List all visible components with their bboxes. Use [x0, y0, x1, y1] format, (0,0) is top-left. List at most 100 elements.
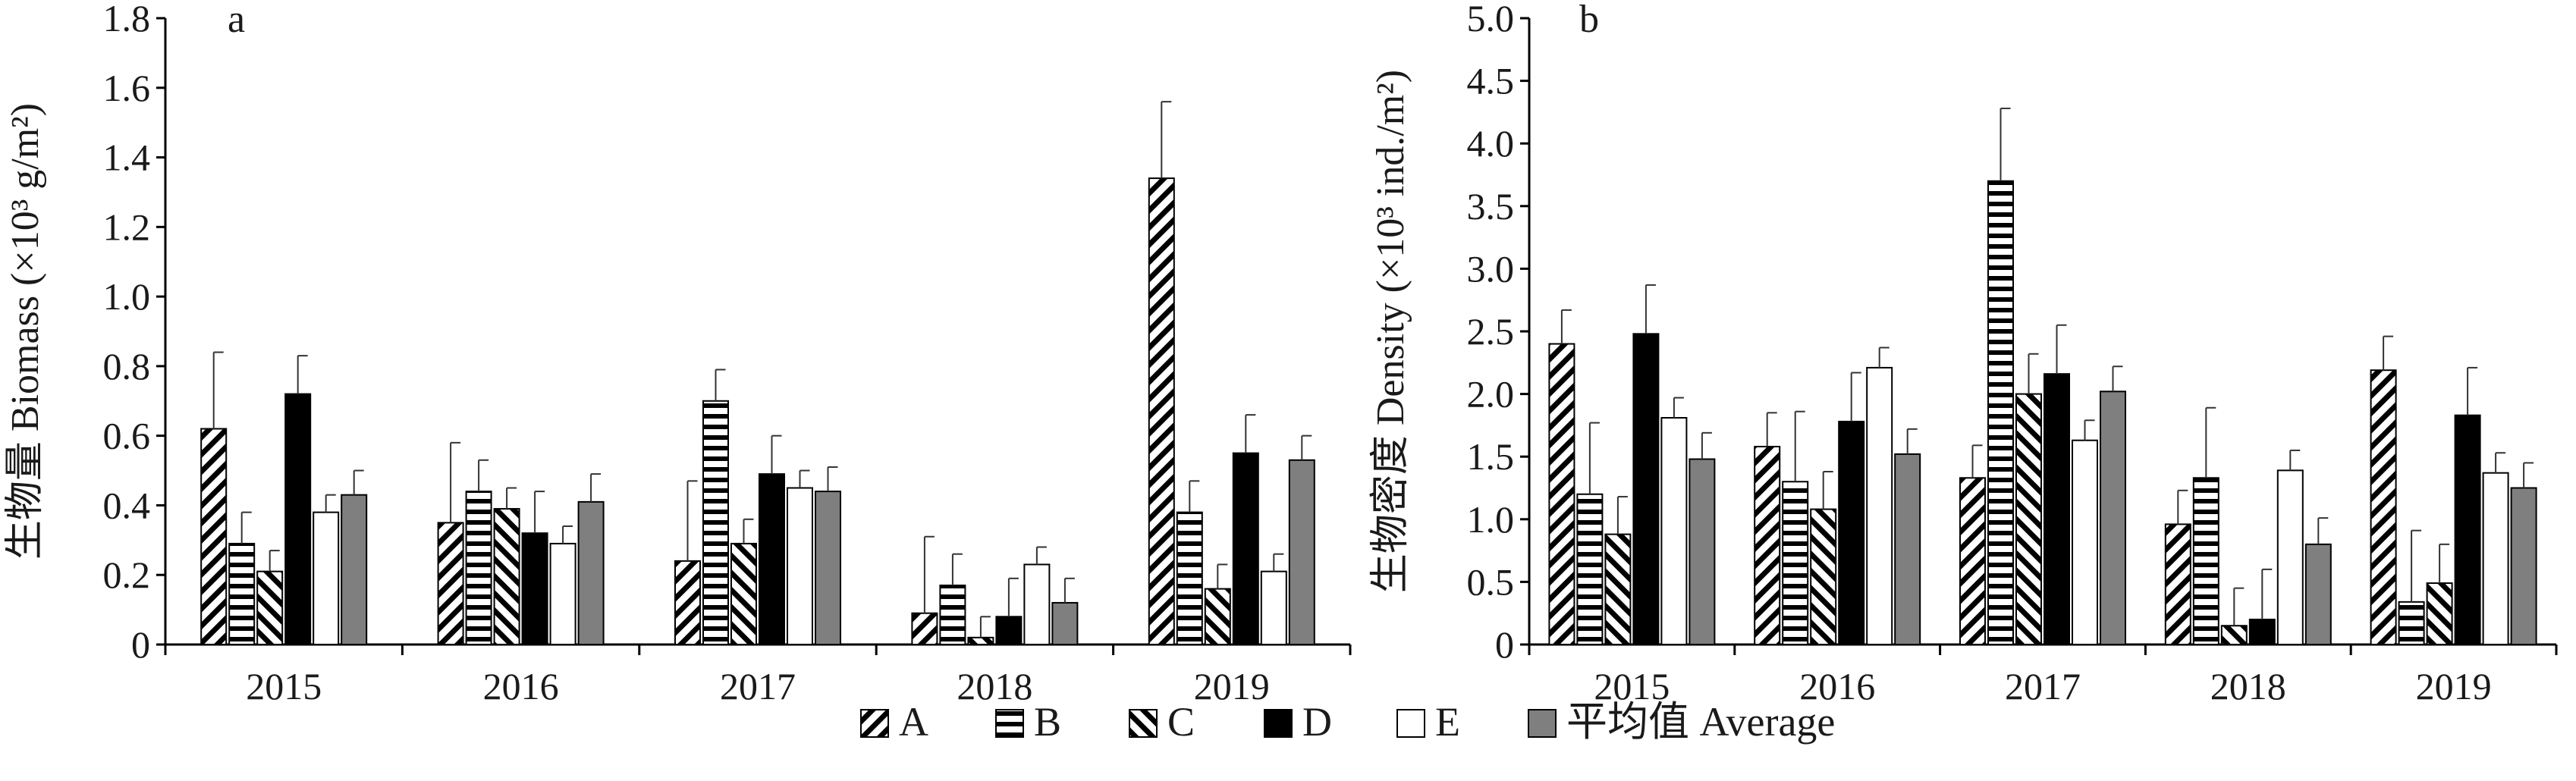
chart-legend: A B C D E 平均值 Average [860, 699, 1835, 745]
y-tick-label: 0.8 [103, 345, 151, 387]
bar-e-2016 [1866, 366, 1893, 645]
bar-d-2018 [995, 616, 1023, 645]
bar-average-2015 [1689, 458, 1716, 646]
y-tick-label: 1.6 [103, 67, 151, 109]
bar-c-2018 [967, 636, 994, 645]
y-tick-label: 1.0 [103, 275, 151, 318]
bar-c-2016 [493, 508, 520, 645]
bar-d-2019 [2454, 414, 2481, 646]
bar-e-2018 [2276, 469, 2304, 646]
y-tick-label: 0.6 [103, 415, 151, 457]
bar-d-2015 [284, 393, 312, 645]
y-tick-label: 1.8 [103, 0, 151, 39]
x-tick-label: 2019 [1194, 665, 1270, 707]
bar-b-2015 [228, 542, 256, 646]
bar-a-2018 [2164, 523, 2191, 646]
y-tick-label: 1.4 [103, 136, 151, 179]
x-tick-label: 2016 [1799, 665, 1875, 707]
legend-label-average: 平均值 Average [1566, 699, 1835, 745]
bar-c-2015 [256, 570, 284, 646]
bar-d-2016 [521, 532, 548, 646]
legend-label-d: D [1302, 699, 1332, 745]
bar-d-2015 [1632, 333, 1660, 645]
bar-b-2019 [1176, 511, 1203, 645]
y-tick-label: 0 [1495, 623, 1514, 666]
legend-swatch-d [1264, 709, 1293, 738]
x-tick-label: 2015 [246, 665, 322, 707]
bar-c-2017 [2015, 393, 2042, 645]
x-tick-label: 2019 [2416, 665, 2492, 707]
panel-label: a [228, 0, 245, 41]
bar-a-2017 [674, 560, 701, 645]
bar-e-2016 [549, 542, 576, 646]
bar-average-2016 [1894, 453, 1921, 645]
legend-swatch-e [1396, 709, 1425, 738]
bar-a-2016 [1754, 445, 1781, 645]
legend-label-c: C [1167, 699, 1195, 745]
bar-a-2019 [2370, 369, 2397, 645]
x-tick-label: 2018 [957, 665, 1032, 707]
panel-label: b [1579, 0, 1599, 41]
bar-c-2015 [1604, 533, 1632, 646]
bar-c-2019 [1204, 588, 1231, 645]
bar-average-2015 [341, 494, 368, 646]
y-tick-label: 2.5 [1467, 310, 1515, 353]
bar-a-2015 [200, 428, 228, 645]
bar-b-2016 [1782, 481, 1809, 645]
bar-b-2018 [2192, 477, 2219, 645]
x-tick-label: 2017 [2005, 665, 2081, 707]
legend-swatch-average [1528, 709, 1557, 738]
bar-e-2018 [1023, 563, 1051, 646]
y-tick-label: 2.0 [1467, 373, 1515, 416]
y-tick-label: 0.5 [1467, 560, 1515, 603]
bar-e-2019 [1260, 570, 1287, 646]
legend-swatch-c [1129, 709, 1158, 738]
bar-average-2018 [1051, 601, 1079, 646]
density-chart-panel: 0 0.5 1.0 1.5 2.0 2.5 3.0 3.5 4.0 4.5 5.0 2015 2016 2… [1369, 0, 2558, 707]
bar-c-2016 [1810, 508, 1837, 645]
y-tick-label: 0 [131, 623, 150, 666]
bar-a-2015 [1548, 343, 1575, 645]
bar-average-2019 [1288, 459, 1315, 645]
y-tick-label: 1.0 [1467, 498, 1515, 541]
bar-average-2018 [2304, 543, 2332, 646]
legend-swatch-b [995, 709, 1024, 738]
x-tick-label: 2018 [2210, 665, 2286, 707]
bar-b-2017 [1987, 180, 2014, 645]
y-tick-label: 4.5 [1467, 60, 1515, 102]
legend-swatch-a [860, 709, 889, 738]
bar-average-2019 [2510, 487, 2537, 645]
x-tick-label: 2016 [483, 665, 559, 707]
bar-b-2016 [465, 491, 492, 645]
bar-b-2017 [702, 400, 729, 645]
bar-a-2019 [1148, 177, 1175, 646]
legend-label-b: B [1034, 699, 1061, 745]
bar-e-2017 [787, 487, 813, 645]
y-tick-label: 0.2 [103, 554, 151, 596]
bar-average-2016 [577, 500, 605, 645]
y-tick-label: 4.0 [1467, 122, 1515, 165]
bar-d-2017 [759, 473, 785, 646]
y-axis-title: 生物量 Biomass (×10³ g/m²) [4, 103, 47, 560]
bar-c-2019 [2426, 582, 2453, 645]
bar-d-2018 [2248, 618, 2276, 646]
y-axis-title: 生物密度 Density (×10³ ind./m²) [1369, 70, 1412, 593]
x-tick-label: 2015 [1594, 665, 1670, 707]
y-tick-label: 3.0 [1467, 247, 1515, 290]
y-tick-label: 0.4 [103, 484, 151, 526]
bar-c-2017 [730, 542, 757, 646]
bar-e-2015 [313, 511, 340, 645]
bar-e-2015 [1660, 416, 1688, 645]
bar-average-2017 [2100, 390, 2126, 646]
bar-e-2017 [2072, 439, 2098, 645]
bar-b-2018 [939, 584, 966, 645]
bar-a-2018 [911, 612, 938, 646]
bar-a-2017 [1959, 477, 1986, 645]
bar-b-2019 [2398, 601, 2425, 645]
legend-label-a: A [899, 699, 928, 745]
bar-a-2016 [437, 522, 464, 646]
y-tick-label: 1.5 [1467, 435, 1515, 478]
bar-b-2015 [1576, 493, 1604, 646]
